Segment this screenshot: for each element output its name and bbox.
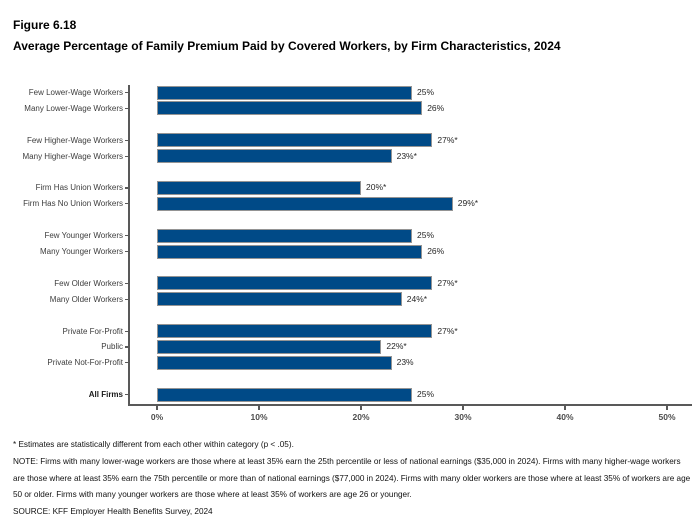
category-label-many-lower-wage-workers: Many Lower-Wage Workers bbox=[24, 103, 123, 113]
y-axis-line bbox=[128, 85, 130, 405]
y-tick bbox=[124, 330, 129, 332]
x-tick bbox=[258, 406, 260, 410]
y-tick bbox=[124, 92, 129, 94]
value-label-firm-has-union-workers: 20%* bbox=[366, 182, 387, 193]
x-tick bbox=[462, 406, 464, 410]
bar-many-higher-wage-workers bbox=[157, 149, 392, 164]
x-tick-label: 20% bbox=[352, 412, 370, 422]
x-tick-label: 0% bbox=[150, 412, 164, 422]
value-label-all-firms: 25% bbox=[417, 389, 435, 400]
bar-many-older-workers bbox=[157, 292, 402, 307]
bar-all-firms bbox=[157, 387, 412, 402]
category-label-few-younger-workers: Few Younger Workers bbox=[44, 231, 123, 241]
bar-firm-has-no-union-workers bbox=[157, 196, 453, 211]
footnotes: * Estimates are statistically different … bbox=[13, 437, 691, 521]
bar-private-not-for-profit bbox=[157, 355, 392, 370]
bar-firm-has-union-workers bbox=[157, 180, 361, 195]
value-label-many-younger-workers: 26% bbox=[427, 246, 445, 256]
category-label-all-firms: All Firms bbox=[88, 390, 123, 400]
category-label-firm-has-union-workers: Firm Has Union Workers bbox=[35, 183, 123, 193]
asterisk-note: * Estimates are statistically different … bbox=[13, 440, 294, 449]
bar-many-lower-wage-workers bbox=[157, 101, 423, 116]
y-tick bbox=[124, 346, 129, 348]
source-note: SOURCE: KFF Employer Health Benefits Sur… bbox=[13, 507, 213, 517]
category-label-many-higher-wage-workers: Many Higher-Wage Workers bbox=[22, 151, 123, 161]
x-tick-label: 40% bbox=[556, 412, 574, 422]
bar-few-younger-workers bbox=[157, 228, 412, 243]
value-label-few-younger-workers: 25% bbox=[417, 230, 435, 241]
bar-few-lower-wage-workers bbox=[157, 85, 412, 100]
value-label-many-older-workers: 24%* bbox=[406, 293, 428, 304]
x-axis-line bbox=[128, 404, 692, 406]
y-tick bbox=[124, 107, 129, 110]
x-tick-label: 10% bbox=[250, 412, 268, 422]
bar-few-older-workers bbox=[157, 276, 433, 291]
value-label-public: 22%* bbox=[386, 341, 407, 352]
y-tick bbox=[124, 155, 129, 157]
x-tick bbox=[666, 406, 668, 410]
category-label-few-higher-wage-workers: Few Higher-Wage Workers bbox=[26, 135, 123, 145]
y-tick bbox=[124, 187, 129, 189]
y-tick bbox=[124, 235, 129, 237]
x-tick-label: 50% bbox=[658, 412, 676, 422]
x-tick bbox=[156, 406, 158, 410]
bar-public bbox=[157, 339, 382, 354]
bar-few-higher-wage-workers bbox=[157, 133, 433, 148]
y-tick bbox=[124, 139, 129, 141]
value-label-private-not-for-profit: 23% bbox=[396, 357, 414, 368]
y-tick bbox=[124, 282, 129, 284]
value-label-few-higher-wage-workers: 27%* bbox=[437, 134, 458, 145]
value-label-firm-has-no-union-workers: 29%* bbox=[457, 198, 479, 209]
category-label-few-lower-wage-workers: Few Lower-Wage Workers bbox=[28, 88, 123, 97]
bar-many-younger-workers bbox=[157, 244, 423, 259]
y-tick bbox=[124, 298, 129, 300]
category-label-many-older-workers: Many Older Workers bbox=[49, 294, 123, 304]
category-label-public: Public bbox=[101, 342, 123, 352]
value-label-many-lower-wage-workers: 26% bbox=[427, 102, 445, 113]
bar-private-for-profit bbox=[157, 324, 433, 338]
y-tick bbox=[124, 394, 129, 396]
y-tick bbox=[124, 203, 129, 205]
page-title: Average Percentage of Family Premium Pai… bbox=[13, 39, 561, 53]
value-label-many-higher-wage-workers: 23%* bbox=[396, 150, 417, 161]
category-label-firm-has-no-union-workers: Firm Has No Union Workers bbox=[23, 199, 123, 209]
category-label-private-not-for-profit: Private Not-For-Profit bbox=[47, 358, 123, 368]
y-tick bbox=[124, 251, 129, 253]
value-label-few-older-workers: 27%* bbox=[437, 277, 458, 288]
category-label-private-for-profit: Private For-Profit bbox=[62, 326, 123, 336]
value-label-private-for-profit: 27%* bbox=[437, 325, 458, 336]
x-tick-label: 30% bbox=[454, 412, 472, 422]
definition-note: NOTE: Firms with many lower-wage workers… bbox=[13, 456, 691, 500]
y-tick bbox=[124, 362, 129, 364]
category-label-few-older-workers: Few Older Workers bbox=[54, 278, 123, 288]
figure-number: Figure 6.18 bbox=[13, 18, 77, 32]
value-label-few-lower-wage-workers: 25% bbox=[417, 87, 435, 97]
x-tick bbox=[360, 406, 362, 410]
title-block: Figure 6.18 Average Percentage of Family… bbox=[13, 16, 663, 56]
category-label-many-younger-workers: Many Younger Workers bbox=[39, 247, 123, 256]
x-tick bbox=[564, 406, 566, 410]
